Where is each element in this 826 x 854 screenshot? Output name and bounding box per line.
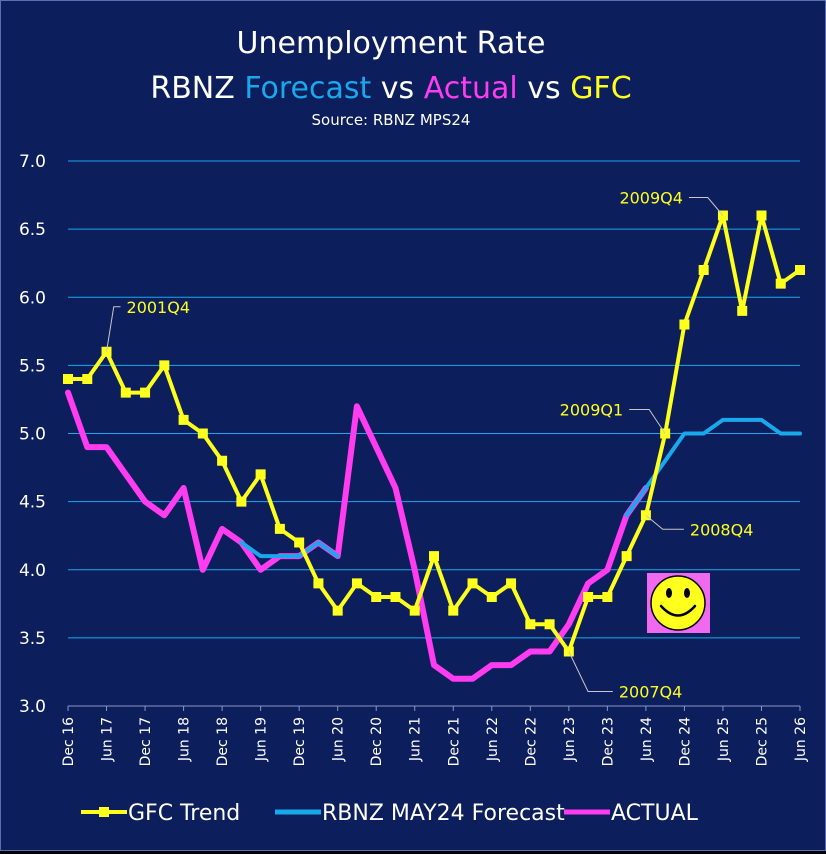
- data-point: [274, 523, 285, 534]
- legend: GFC Trend RBNZ MAY24 Forecast ACTUAL: [81, 801, 699, 826]
- legend-label: GFC Trend: [128, 801, 240, 826]
- smiley-face-icon: [647, 573, 710, 633]
- x-tick-label: Jun 26: [793, 717, 809, 762]
- chart-title-line1: Unemployment Rate: [237, 26, 546, 61]
- x-tick-label: Dec 16: [61, 717, 77, 766]
- legend-label: RBNZ MAY24 Forecast: [322, 801, 565, 826]
- y-tick-label: 4.0: [19, 561, 46, 581]
- annotation-leader: [629, 409, 666, 434]
- x-tick-label: Dec 17: [138, 717, 154, 766]
- data-point: [217, 455, 228, 466]
- annotation-label: 2009Q4: [619, 189, 683, 208]
- data-point: [390, 592, 401, 602]
- annotation-leader: [568, 651, 613, 692]
- y-tick-label: 7.0: [19, 152, 46, 172]
- data-point: [525, 619, 536, 630]
- data-point: [409, 605, 420, 616]
- annotations: 2001Q4 2009Q4 2009Q1 2008Q4 2007Q4: [106, 189, 754, 702]
- x-tick-label: Jun 23: [562, 717, 578, 762]
- y-axis-ticks: 3.0 3.5 4.0 4.5 5.0 5.5 6.0 6.5 7.0: [19, 152, 46, 717]
- x-tick-label: Dec 21: [446, 717, 462, 766]
- data-point: [197, 428, 208, 439]
- legend-item: ACTUAL: [564, 801, 699, 826]
- data-point: [178, 414, 189, 425]
- x-tick-label: Jun 19: [254, 717, 270, 762]
- y-tick-label: 5.5: [19, 356, 46, 376]
- x-tick-label: Dec 22: [523, 717, 539, 766]
- data-point: [756, 210, 767, 221]
- x-tick-label: Dec 18: [215, 717, 231, 766]
- data-point: [698, 265, 709, 275]
- x-axis-ticks: Dec 16 Jun 17 Dec 17 Jun 18 Dec 18 Jun 19 Dec …: [61, 706, 809, 766]
- annotation-leader: [688, 197, 724, 216]
- annotation-leader: [106, 306, 121, 352]
- gridlines: [68, 160, 800, 707]
- data-point: [159, 360, 170, 371]
- annotation-label: 2001Q4: [127, 298, 190, 317]
- data-point: [775, 278, 786, 289]
- chart-title-line2: RBNZ Forecast vs Actual vs GFC: [150, 71, 631, 106]
- legend-label: ACTUAL: [611, 801, 699, 826]
- data-point: [82, 374, 93, 384]
- annotation-label: 2007Q4: [619, 683, 683, 702]
- data-point: [583, 592, 594, 602]
- data-point: [120, 387, 131, 398]
- data-point: [544, 619, 555, 630]
- x-tick-label: Dec 19: [292, 717, 308, 766]
- x-tick-label: Dec 24: [677, 717, 693, 766]
- legend-marker: [99, 807, 109, 817]
- data-point: [371, 592, 382, 602]
- y-tick-label: 3.5: [19, 629, 46, 649]
- x-tick-label: Jun 17: [100, 717, 116, 762]
- data-point: [467, 578, 478, 589]
- y-tick-label: 3.0: [19, 697, 46, 717]
- data-point: [236, 496, 247, 507]
- legend-item: RBNZ MAY24 Forecast: [275, 801, 565, 826]
- chart-subtitle: Source: RBNZ MPS24: [312, 111, 471, 129]
- x-tick-label: Jun 24: [639, 717, 655, 762]
- x-tick-label: Jun 21: [408, 717, 424, 762]
- data-point: [737, 305, 748, 316]
- x-tick-label: Jun 20: [331, 717, 347, 762]
- data-point: [429, 551, 439, 562]
- data-point: [63, 374, 73, 384]
- data-point: [621, 551, 632, 562]
- legend-item: GFC Trend: [81, 801, 240, 826]
- data-point: [679, 319, 690, 330]
- x-tick-label: Jun 25: [716, 717, 732, 762]
- annotation-label: 2009Q1: [560, 401, 624, 420]
- data-point: [313, 578, 324, 589]
- data-point: [506, 578, 517, 589]
- data-point: [602, 592, 613, 602]
- data-point: [351, 578, 362, 589]
- data-point: [332, 605, 343, 616]
- annotation-leader: [645, 514, 684, 530]
- series-line-actual: [65, 389, 649, 682]
- y-tick-label: 6.0: [19, 288, 46, 308]
- data-point: [294, 537, 305, 548]
- data-point: [795, 265, 805, 275]
- data-point: [486, 592, 497, 602]
- annotation-label: 2008Q4: [690, 520, 754, 539]
- x-tick-label: Jun 22: [485, 717, 501, 762]
- series-lines: [63, 210, 805, 682]
- data-point: [255, 469, 266, 480]
- y-tick-label: 6.5: [19, 220, 46, 240]
- x-tick-label: Dec 20: [369, 717, 385, 766]
- y-tick-label: 4.5: [19, 493, 46, 513]
- y-tick-label: 5.0: [19, 425, 46, 445]
- x-tick-label: Jun 18: [177, 717, 193, 762]
- x-tick-label: Dec 25: [754, 717, 770, 766]
- data-point: [448, 605, 459, 616]
- x-tick-label: Dec 23: [600, 717, 616, 766]
- data-point: [140, 387, 151, 398]
